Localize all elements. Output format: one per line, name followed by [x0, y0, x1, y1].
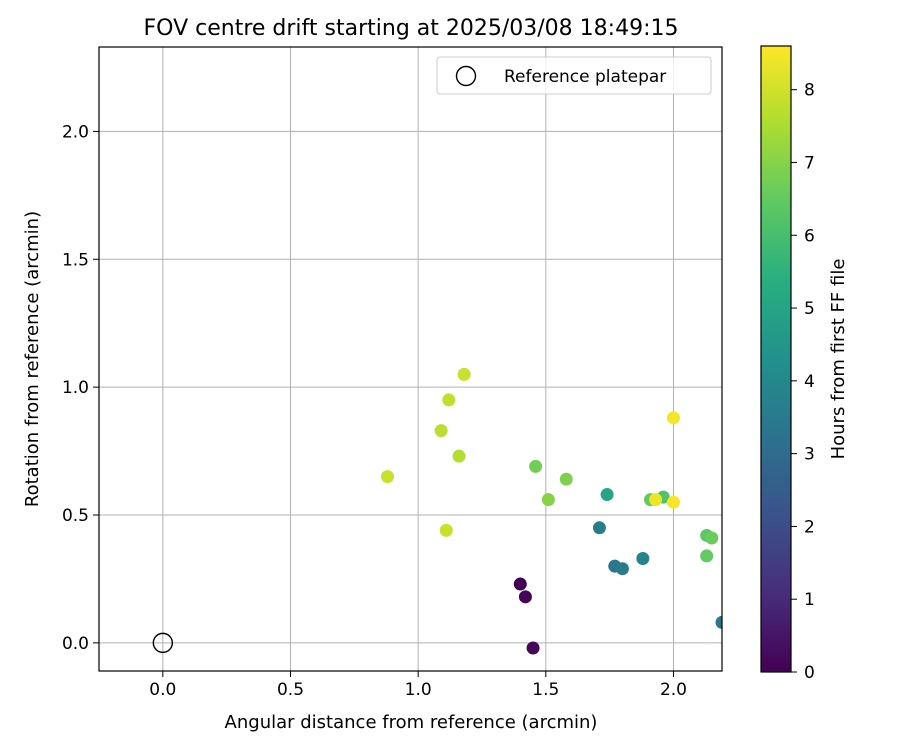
data-point [529, 459, 543, 473]
data-point [600, 488, 614, 502]
y-tick-label: 0.0 [62, 634, 89, 654]
legend-marker-reference [455, 65, 477, 87]
data-point [592, 521, 606, 535]
y-tick-label: 1.5 [62, 250, 89, 270]
data-point [666, 411, 680, 425]
data-point [615, 562, 629, 576]
x-tick-label: 1.0 [405, 680, 432, 700]
legend: Reference platepar [436, 56, 712, 95]
data-point [442, 393, 456, 407]
data-point [381, 470, 395, 484]
x-axis-ticks: 0.0 0.5 1.0 1.5 2.0 [149, 671, 687, 700]
data-point [526, 641, 540, 655]
y-axis-ticks: 0.0 0.5 1.0 1.5 2.0 [62, 122, 99, 654]
reference-point-marker [152, 632, 174, 654]
x-tick-label: 2.0 [660, 680, 687, 700]
data-point [700, 549, 714, 563]
data-point [559, 472, 573, 486]
data-points [381, 367, 722, 655]
data-point [457, 367, 471, 381]
colorbar-tick-label: 7 [804, 153, 815, 173]
data-point [541, 493, 555, 507]
data-point [636, 551, 650, 565]
colorbar-tick-label: 0 [804, 663, 815, 683]
colorbar-tick-label: 6 [804, 226, 815, 246]
data-point [649, 493, 663, 507]
x-axis-label: Angular distance from reference (arcmin) [225, 712, 598, 733]
chart-title: FOV centre drift starting at 2025/03/08 … [144, 16, 679, 41]
data-point [513, 577, 527, 591]
legend-entry-reference: Reference platepar [504, 67, 666, 87]
grid-lines [99, 47, 722, 671]
colorbar [760, 45, 792, 673]
colorbar-tick-label: 1 [804, 590, 815, 610]
x-tick-label: 0.5 [277, 680, 304, 700]
data-point [434, 424, 448, 438]
y-axis-label: Rotation from reference (arcmin) [22, 211, 43, 507]
y-tick-label: 1.0 [62, 378, 89, 398]
y-tick-label: 0.5 [62, 506, 89, 526]
colorbar-tick-label: 2 [804, 517, 815, 537]
data-point [715, 615, 722, 629]
colorbar-tick-label: 4 [804, 372, 815, 392]
colorbar-tick-label: 5 [804, 299, 815, 319]
colorbar-ticks: 0 1 2 3 4 5 6 7 8 [791, 81, 815, 683]
colorbar-tick-label: 3 [804, 445, 815, 465]
data-point [518, 590, 532, 604]
y-tick-label: 2.0 [62, 122, 89, 142]
x-tick-label: 1.5 [532, 680, 559, 700]
colorbar-label: Hours from first FF file [828, 259, 849, 460]
data-point [705, 531, 719, 545]
legend-box [436, 56, 712, 95]
data-point [666, 495, 680, 509]
colorbar-tick-label: 8 [804, 81, 815, 101]
data-point [452, 449, 466, 463]
data-point [439, 523, 453, 537]
plot-area-frame [98, 46, 723, 672]
x-tick-label: 0.0 [149, 680, 176, 700]
